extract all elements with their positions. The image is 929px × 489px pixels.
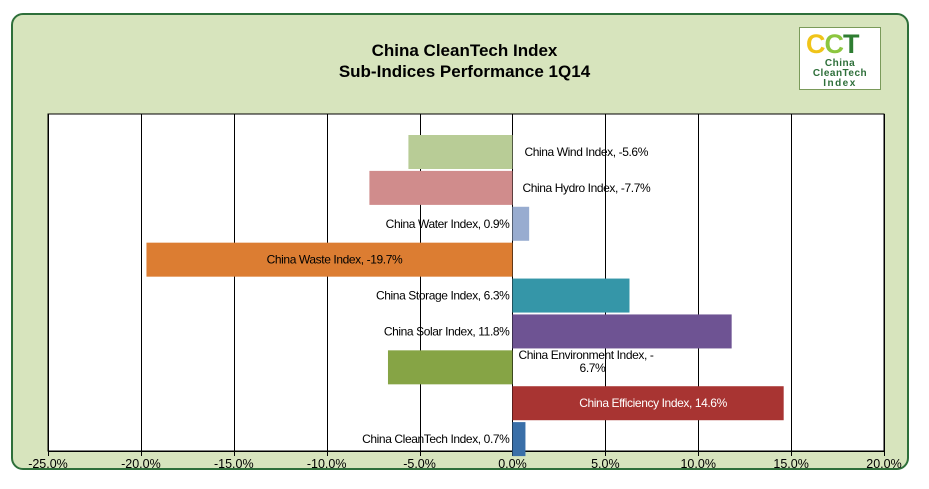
data-label: China Water Index, 0.9% <box>386 217 510 231</box>
cct-logo: CCT China CleanTech Index <box>799 27 881 90</box>
logo-text: CleanTech <box>812 68 868 79</box>
x-tick-label: -25.0% <box>28 457 68 471</box>
bar <box>512 206 530 241</box>
data-label: China Storage Index, 6.3% <box>376 289 510 303</box>
bar <box>387 350 513 385</box>
data-label: China Solar Index, 11.8% <box>384 324 510 338</box>
data-label: China Wind Index, -5.6% <box>524 145 648 159</box>
bar <box>512 314 732 349</box>
data-label: China Hydro Index, -7.7% <box>522 181 651 195</box>
chart-title: China CleanTech Index <box>371 41 558 60</box>
x-tick-label: 5.0% <box>591 457 620 471</box>
bar <box>512 278 630 313</box>
data-label: China Waste Index, -19.7% <box>267 253 403 267</box>
logo-mark-letter: C <box>806 29 825 59</box>
x-tick-label: 10.0% <box>680 457 715 471</box>
bar <box>369 170 513 205</box>
chart-subtitle: Sub-Indices Performance 1Q14 <box>338 62 591 81</box>
logo-text: Index <box>823 78 857 89</box>
bar <box>146 242 513 277</box>
data-label: 6.7% <box>580 361 606 375</box>
logo-mark-letter: C <box>824 29 844 59</box>
bar <box>512 422 526 457</box>
bar <box>512 386 784 421</box>
logo-mark: CCT <box>806 30 859 58</box>
x-tick-label: -5.0% <box>403 457 436 471</box>
x-tick-label: -15.0% <box>214 457 254 471</box>
x-tick-label: 15.0% <box>773 457 808 471</box>
x-tick-label: 0.0% <box>498 457 527 471</box>
logo-mark-letter: T <box>843 29 859 59</box>
x-tick-label: 20.0% <box>866 457 901 471</box>
data-label: China Environment Index, - <box>518 348 653 362</box>
data-label: China CleanTech Index, 0.7% <box>362 432 510 446</box>
logo-text: China <box>824 58 856 69</box>
data-label: China Efficiency Index, 14.6% <box>579 396 727 410</box>
bar <box>408 135 513 169</box>
x-tick-label: -10.0% <box>307 457 347 471</box>
x-tick-label: -20.0% <box>121 457 161 471</box>
